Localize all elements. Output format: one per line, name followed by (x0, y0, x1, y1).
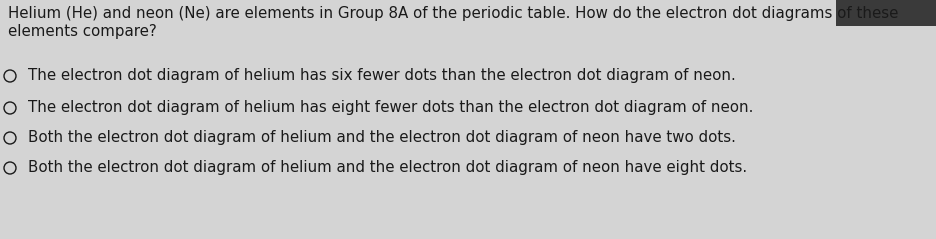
Text: The electron dot diagram of helium has six fewer dots than the electron dot diag: The electron dot diagram of helium has s… (28, 68, 736, 83)
Text: The electron dot diagram of helium has eight fewer dots than the electron dot di: The electron dot diagram of helium has e… (28, 100, 753, 115)
Text: elements compare?: elements compare? (8, 24, 156, 39)
Text: Helium (He) and neon (Ne) are elements in Group 8A of the periodic table. How do: Helium (He) and neon (Ne) are elements i… (8, 6, 899, 21)
Text: Both the electron dot diagram of helium and the electron dot diagram of neon hav: Both the electron dot diagram of helium … (28, 130, 736, 145)
Bar (836, 0, 936, 26)
Text: Both the electron dot diagram of helium and the electron dot diagram of neon hav: Both the electron dot diagram of helium … (28, 160, 747, 175)
